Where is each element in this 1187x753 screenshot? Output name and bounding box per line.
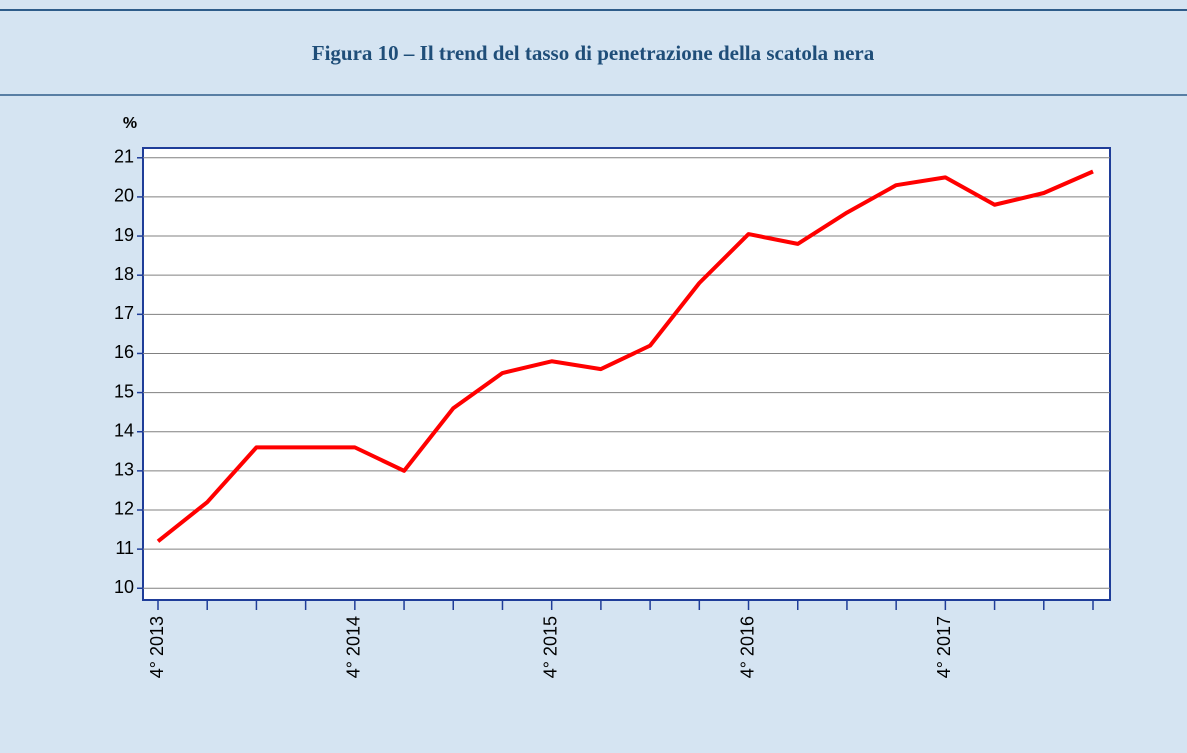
y-tick-label: 10 [114,577,134,597]
x-tick-label: 4° 2017 [934,616,954,678]
chart-title: Figura 10 – Il trend del tasso di penetr… [312,41,875,65]
y-tick-label: 13 [114,460,134,480]
x-tick-label: 4° 2013 [147,616,167,678]
y-tick-label: 17 [114,303,134,323]
y-tick-label: 11 [115,538,134,558]
y-tick-label: 15 [114,381,134,401]
y-tick-label: 20 [114,186,134,206]
x-tick-label: 4° 2016 [737,616,757,678]
y-tick-label: 14 [114,420,134,440]
y-tick-label: 16 [114,342,134,362]
y-tick-label: 19 [114,225,134,245]
x-tick-label: 4° 2014 [344,616,364,678]
y-tick-label: 18 [114,264,134,284]
y-axis-label: % [123,115,137,132]
y-tick-label: 12 [114,499,134,519]
y-tick-label: 21 [114,147,134,167]
plot-area [142,147,1111,601]
x-tick-label: 4° 2015 [540,616,560,678]
data-line [156,169,1094,543]
